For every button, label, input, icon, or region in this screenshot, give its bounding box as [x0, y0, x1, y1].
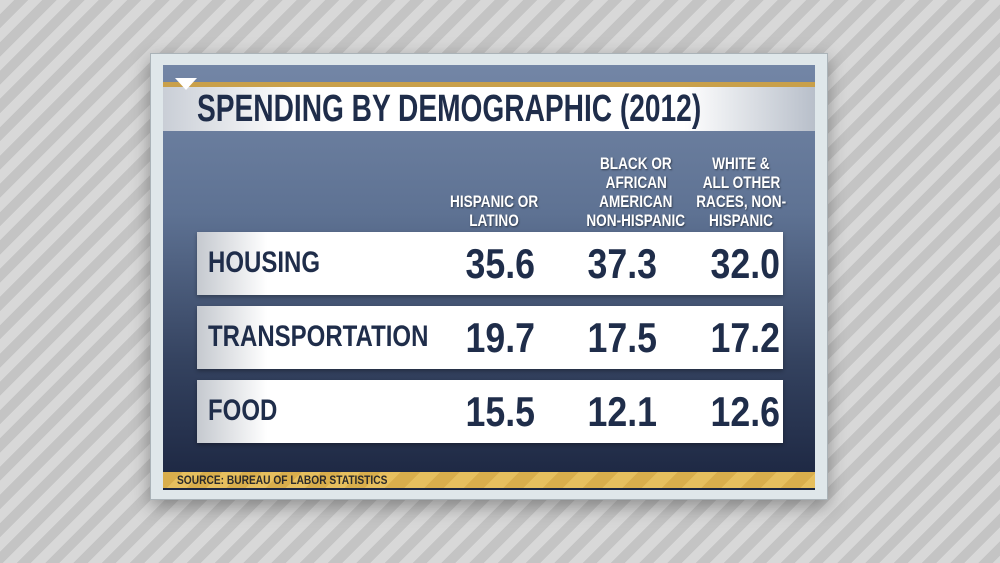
header-line: AMERICAN: [599, 192, 673, 211]
triangle-marker-icon: [175, 78, 197, 90]
table-row-housing: HOUSING 35.6 37.3 32.0: [197, 232, 783, 295]
value-cell: 32.0: [710, 240, 780, 287]
value-cell: 15.5: [465, 388, 535, 435]
column-header-black: BLACK OR AFRICAN AMERICAN NON-HISPANIC: [571, 150, 701, 230]
row-label: TRANSPORTATION: [208, 320, 429, 353]
value-cell: 17.5: [587, 314, 657, 361]
table-row-food: FOOD 15.5 12.1 12.6: [197, 380, 783, 443]
value-cell: 17.2: [710, 314, 780, 361]
value-cell: 12.1: [587, 388, 657, 435]
header-line: HISPANIC: [708, 211, 773, 230]
title-bar: [163, 87, 815, 131]
header-line: LATINO: [469, 211, 519, 230]
value-cell: 19.7: [465, 314, 535, 361]
gold-divider: [163, 82, 815, 87]
header-line: BLACK OR: [600, 154, 672, 173]
header-line: NON-HISPANIC: [586, 211, 686, 230]
column-header-white-other: WHITE & ALL OTHER RACES, NON- HISPANIC: [681, 150, 801, 230]
value-cell: 35.6: [465, 240, 535, 287]
value-cell: 37.3: [587, 240, 657, 287]
source-text: SOURCE: BUREAU OF LABOR STATISTICS: [177, 473, 388, 487]
header-line: RACES, NON-: [696, 192, 786, 211]
value-cell: 12.6: [710, 388, 780, 435]
header-line: WHITE &: [712, 154, 770, 173]
row-label: FOOD: [208, 394, 278, 427]
header-line: HISPANIC OR: [449, 192, 539, 211]
row-label: HOUSING: [208, 246, 321, 279]
table-row-transportation: TRANSPORTATION 19.7 17.5 17.2: [197, 306, 783, 369]
source-bar: SOURCE: BUREAU OF LABOR STATISTICS: [163, 472, 815, 488]
page-title: SPENDING BY DEMOGRAPHIC (2012): [197, 88, 702, 130]
header-line: ALL OTHER: [702, 173, 780, 192]
column-header-hispanic: HISPANIC OR LATINO: [434, 150, 554, 230]
header-line: AFRICAN: [605, 173, 667, 192]
